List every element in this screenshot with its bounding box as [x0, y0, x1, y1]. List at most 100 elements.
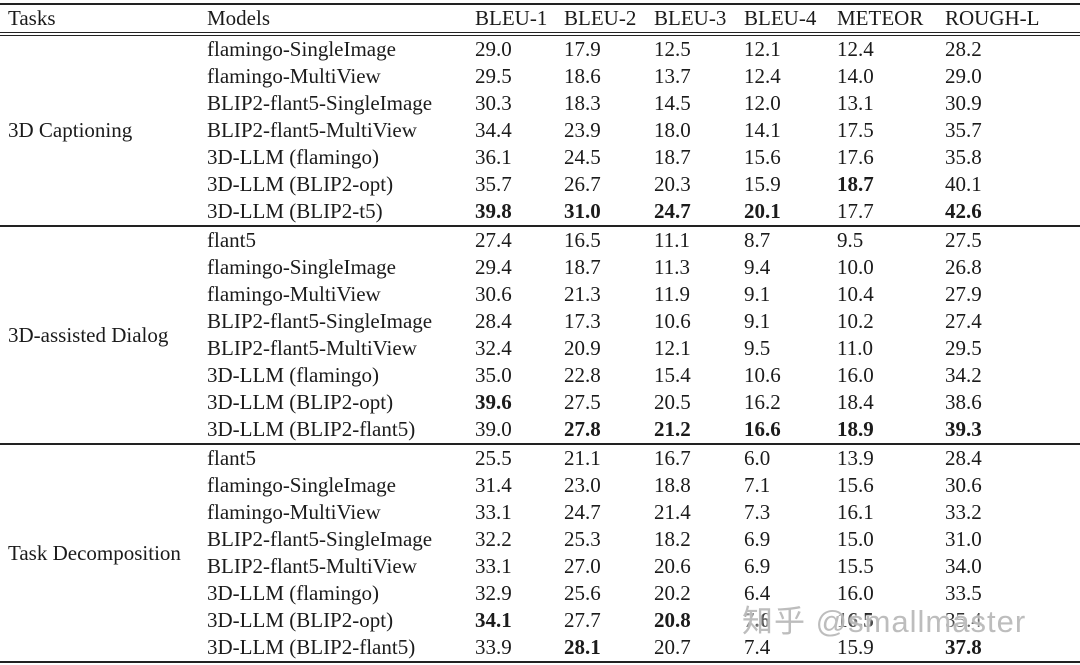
metric-value: 24.5	[564, 145, 601, 169]
metric-value: 32.4	[475, 336, 512, 360]
metric-value: 39.0	[475, 417, 512, 441]
model-name: flamingo-SingleImage	[207, 473, 396, 497]
metric-value: 34.0	[945, 554, 982, 578]
task-label: 3D-assisted Dialog	[8, 322, 169, 347]
metric-value: 10.6	[654, 309, 691, 333]
metric-value: 16.6	[744, 417, 781, 441]
table-row: 3D-LLM (BLIP2-opt) 35.7 26.7 20.3 15.9 18.7 40…	[0, 171, 1080, 198]
model-name: 3D-LLM (BLIP2-opt)	[207, 172, 394, 196]
table-row: BLIP2-flant5-SingleImage 30.3 18.3 14.5 12.0…	[0, 90, 1080, 117]
metric-value: 20.1	[744, 199, 781, 223]
metric-value: 28.4	[945, 446, 982, 470]
metric-value: 29.5	[475, 64, 512, 88]
metric-value: 10.2	[837, 309, 874, 333]
col-header-models: Models	[207, 4, 475, 36]
col-header-meteor: METEOR	[837, 4, 945, 36]
metric-value: 12.1	[744, 37, 781, 61]
metric-value: 14.1	[744, 118, 781, 142]
table-header-row: Tasks Models BLEU-1 BLEU-2 BLEU-3 BLEU-4…	[0, 4, 1080, 36]
metric-value: 18.7	[564, 255, 601, 279]
metric-value: 30.6	[475, 282, 512, 306]
table-row: 3D Captioning flamingo-SingleImage 29.0 17.…	[0, 34, 1080, 142]
table-row: flamingo-MultiView 29.5 18.6 13.7 12.4 14.0 29…	[0, 63, 1080, 90]
model-name: flamingo-SingleImage	[207, 255, 396, 279]
model-name: flamingo-MultiView	[207, 64, 381, 88]
col-header-tasks: Tasks	[0, 4, 207, 36]
metric-value: 11.3	[654, 255, 690, 279]
metric-value: 15.6	[837, 473, 874, 497]
col-header-bleu1: BLEU-1	[475, 4, 564, 36]
table-row: BLIP2-flant5-SingleImage 32.2 25.3 18.2 6.9 1…	[0, 526, 1080, 553]
metric-value: 26.8	[945, 255, 982, 279]
model-name: BLIP2-flant5-MultiView	[207, 336, 417, 360]
metric-value: 20.6	[654, 554, 691, 578]
metric-value: 12.4	[744, 64, 781, 88]
metric-value: 16.1	[837, 500, 874, 524]
metric-value: 40.1	[945, 172, 982, 196]
table-row: BLIP2-flant5-MultiView 33.1 27.0 20.6 6.9 15.…	[0, 553, 1080, 580]
metric-value: 17.7	[837, 199, 874, 223]
metric-value: 34.1	[475, 608, 512, 632]
metric-value: 14.0	[837, 64, 874, 88]
metric-value: 39.8	[475, 199, 512, 223]
metric-value: 30.3	[475, 91, 512, 115]
metric-value: 27.8	[564, 417, 601, 441]
metric-value: 25.3	[564, 527, 601, 551]
table-row: BLIP2-flant5-MultiView 34.4 23.9 18.0 14.1 17…	[0, 117, 1080, 144]
table-row: flamingo-SingleImage 31.4 23.0 18.8 7.1 15.6 3…	[0, 472, 1080, 499]
metric-value: 31.4	[475, 473, 512, 497]
table-row: 3D-LLM (BLIP2-flant5) 39.0 27.8 21.2 16.6 18.…	[0, 416, 1080, 444]
metric-value: 27.4	[945, 309, 982, 333]
metric-value: 20.7	[654, 635, 691, 659]
metric-value: 16.5	[564, 228, 601, 252]
metric-value: 16.5	[837, 608, 874, 632]
model-name: BLIP2-flant5-MultiView	[207, 554, 417, 578]
metric-value: 23.0	[564, 473, 601, 497]
metric-value: 35.0	[475, 363, 512, 387]
metric-value: 18.6	[564, 64, 601, 88]
metric-value: 28.4	[475, 309, 512, 333]
metric-value: 27.5	[564, 390, 601, 414]
metric-value: 13.7	[654, 64, 691, 88]
model-name: flant5	[207, 446, 256, 470]
metric-value: 33.1	[475, 500, 512, 524]
metric-value: 32.9	[475, 581, 512, 605]
metric-value: 20.2	[654, 581, 691, 605]
metric-value: 36.1	[475, 145, 512, 169]
metric-value: 18.4	[837, 390, 874, 414]
metric-value: 33.5	[945, 581, 982, 605]
metric-value: 7.1	[744, 473, 771, 497]
metric-value: 15.6	[744, 145, 781, 169]
metric-value: 25.6	[564, 581, 601, 605]
metric-value: 35.7	[475, 172, 512, 196]
metric-value: 31.0	[945, 527, 982, 551]
metric-value: 12.4	[837, 37, 874, 61]
benchmark-results-table: Tasks Models BLEU-1 BLEU-2 BLEU-3 BLEU-4…	[0, 3, 1080, 663]
metric-value: 18.3	[564, 91, 601, 115]
model-name: BLIP2-flant5-SingleImage	[207, 527, 433, 551]
model-name: BLIP2-flant5-SingleImage	[207, 309, 433, 333]
metric-value: 29.5	[945, 336, 982, 360]
metric-value: 35.7	[945, 118, 982, 142]
model-name: 3D-LLM (flamingo)	[207, 145, 380, 169]
metric-value: 24.7	[564, 500, 601, 524]
metric-value: 34.4	[475, 118, 512, 142]
metric-value: 9.4	[744, 255, 771, 279]
metric-value: 28.2	[945, 37, 982, 61]
metric-value: 27.0	[564, 554, 601, 578]
table-row: flamingo-MultiView 30.6 21.3 11.9 9.1 10.4 27.…	[0, 281, 1080, 308]
table-row: BLIP2-flant5-MultiView 32.4 20.9 12.1 9.5 11.…	[0, 335, 1080, 362]
table-row: flamingo-SingleImage 29.4 18.7 11.3 9.4 10.0 2…	[0, 254, 1080, 281]
metric-value: 17.5	[837, 118, 874, 142]
metric-value: 27.9	[945, 282, 982, 306]
col-header-bleu4: BLEU-4	[744, 4, 837, 36]
metric-value: 6.4	[744, 581, 771, 605]
metric-value: 12.0	[744, 91, 781, 115]
metric-value: 17.9	[564, 37, 601, 61]
metric-value: 30.6	[945, 473, 982, 497]
metric-value: 16.2	[744, 390, 781, 414]
metric-value: 25.5	[475, 446, 512, 470]
table-row: 3D-LLM (BLIP2-flant5) 33.9 28.1 20.7 7.4 15.9…	[0, 634, 1080, 662]
model-name: 3D-LLM (BLIP2-opt)	[207, 608, 394, 632]
metric-value: 10.4	[837, 282, 874, 306]
